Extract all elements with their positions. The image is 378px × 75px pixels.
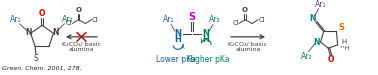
Text: S: S: [189, 12, 195, 22]
Text: N: N: [52, 28, 59, 37]
Text: Ar₂: Ar₂: [209, 15, 221, 24]
Text: N: N: [25, 28, 32, 37]
Text: Cl: Cl: [232, 20, 239, 26]
Text: Ar₁: Ar₁: [163, 15, 175, 24]
Text: O: O: [328, 55, 335, 64]
Text: N: N: [175, 28, 181, 38]
Text: N: N: [309, 14, 316, 23]
Text: K₂CO₃/ basic: K₂CO₃/ basic: [228, 41, 268, 46]
Text: Cl: Cl: [66, 20, 73, 26]
Text: Cl: Cl: [92, 17, 99, 23]
Text: O: O: [242, 7, 248, 13]
Text: Higher pKa: Higher pKa: [187, 55, 229, 64]
Text: Lower pKa: Lower pKa: [156, 55, 196, 64]
Text: Ar₁: Ar₁: [315, 0, 326, 9]
Text: alumina: alumina: [69, 47, 94, 52]
Text: Ar₁: Ar₁: [10, 15, 21, 24]
Text: S: S: [34, 54, 38, 63]
Text: K₂CO₃/ basic: K₂CO₃/ basic: [62, 41, 101, 46]
Text: O: O: [39, 9, 45, 18]
Text: S: S: [338, 23, 344, 32]
Text: N: N: [203, 28, 209, 38]
Text: Green. Chem. 2001, 278.: Green. Chem. 2001, 278.: [2, 66, 82, 71]
Text: Ar₂: Ar₂: [62, 15, 73, 24]
Text: O: O: [76, 7, 82, 13]
Text: alumina: alumina: [235, 47, 261, 52]
Text: H: H: [203, 35, 209, 44]
Text: H: H: [175, 35, 181, 44]
Text: H: H: [341, 39, 346, 45]
Text: Cl: Cl: [259, 17, 265, 23]
Text: '''H: '''H: [339, 46, 350, 51]
Text: Ar₂: Ar₂: [301, 52, 312, 61]
Text: N: N: [313, 38, 320, 46]
